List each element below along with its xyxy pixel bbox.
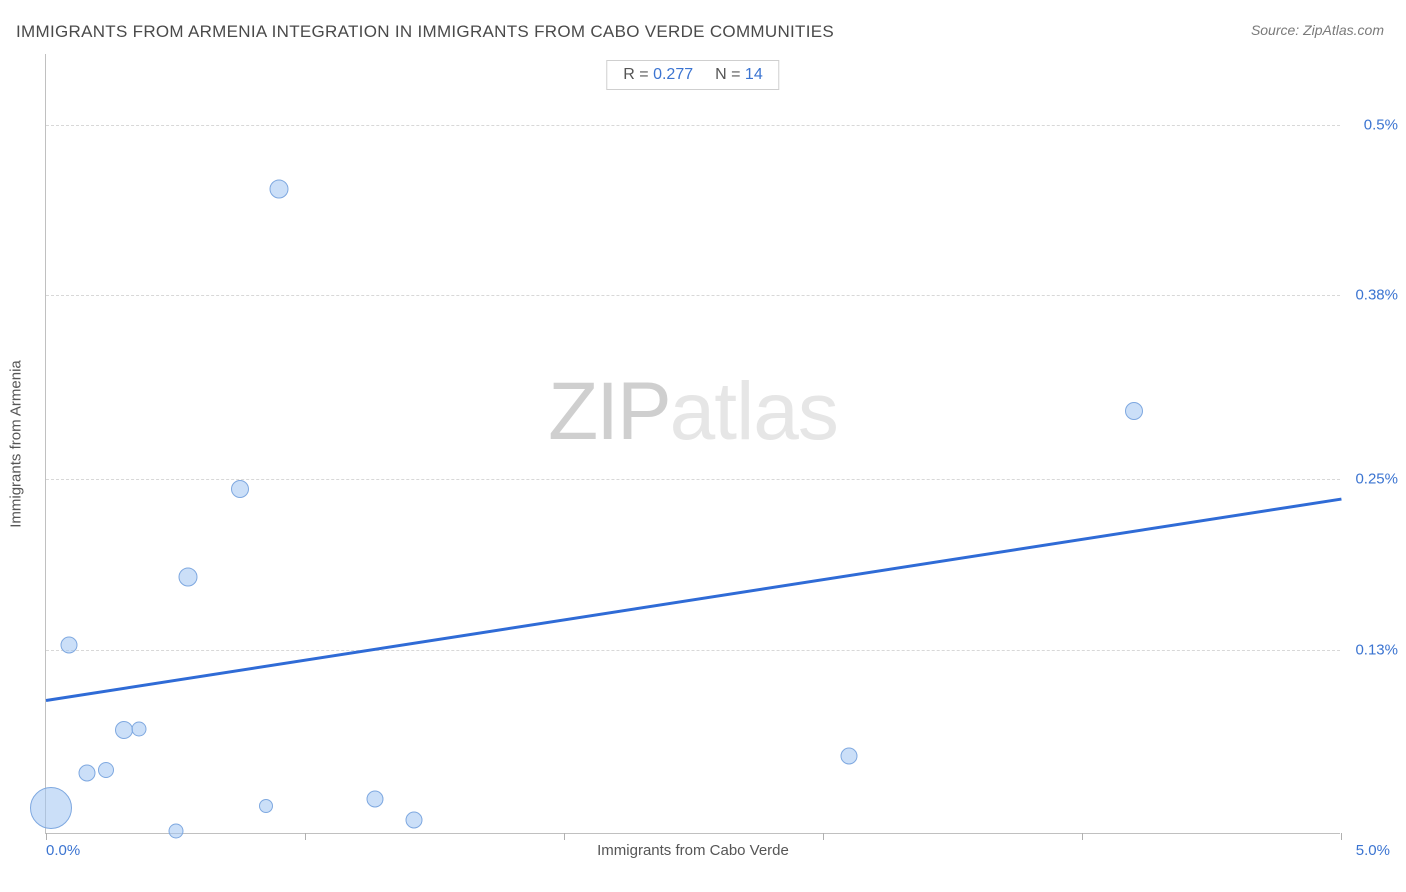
data-point xyxy=(179,568,198,587)
x-tick xyxy=(1341,833,1342,840)
stats-box: R = 0.277 N = 14 xyxy=(606,60,779,90)
x-axis-max-label: 5.0% xyxy=(1356,842,1390,859)
x-tick xyxy=(305,833,306,840)
data-point xyxy=(405,811,422,828)
gridline xyxy=(46,125,1340,126)
y-tick-label: 0.13% xyxy=(1346,641,1398,658)
data-point xyxy=(270,179,289,198)
x-tick xyxy=(1082,833,1083,840)
data-point xyxy=(115,721,133,739)
data-point xyxy=(98,762,114,778)
data-point xyxy=(231,480,249,498)
r-label: R = xyxy=(623,66,648,83)
x-axis-title: Immigrants from Cabo Verde xyxy=(597,842,789,859)
data-point xyxy=(61,637,78,654)
data-point xyxy=(79,765,96,782)
watermark-light: atlas xyxy=(670,366,838,457)
x-axis-min-label: 0.0% xyxy=(46,842,80,859)
data-point xyxy=(1125,402,1143,420)
data-point xyxy=(132,722,147,737)
y-tick-label: 0.38% xyxy=(1346,287,1398,304)
y-tick-label: 0.25% xyxy=(1346,471,1398,488)
gridline xyxy=(46,295,1340,296)
data-point xyxy=(259,799,273,813)
chart-title: IMMIGRANTS FROM ARMENIA INTEGRATION IN I… xyxy=(16,22,834,42)
data-point xyxy=(366,790,383,807)
y-tick-label: 0.5% xyxy=(1346,116,1398,133)
data-point xyxy=(30,787,72,829)
watermark-bold: ZIP xyxy=(548,366,670,457)
n-value: 14 xyxy=(745,66,763,83)
source-attribution: Source: ZipAtlas.com xyxy=(1251,22,1384,38)
x-tick xyxy=(564,833,565,840)
data-point xyxy=(840,748,857,765)
trend-line xyxy=(46,498,1341,702)
y-axis-title: Immigrants from Armenia xyxy=(8,360,25,528)
x-tick xyxy=(46,833,47,840)
r-stat: R = 0.277 xyxy=(623,66,693,84)
data-point xyxy=(168,824,183,839)
scatter-plot-area: R = 0.277 N = 14 ZIPatlas Immigrants fro… xyxy=(45,54,1340,834)
x-tick xyxy=(823,833,824,840)
r-value: 0.277 xyxy=(653,66,693,83)
watermark: ZIPatlas xyxy=(548,365,838,459)
n-label: N = xyxy=(715,66,740,83)
gridline xyxy=(46,650,1340,651)
n-stat: N = 14 xyxy=(715,66,763,84)
